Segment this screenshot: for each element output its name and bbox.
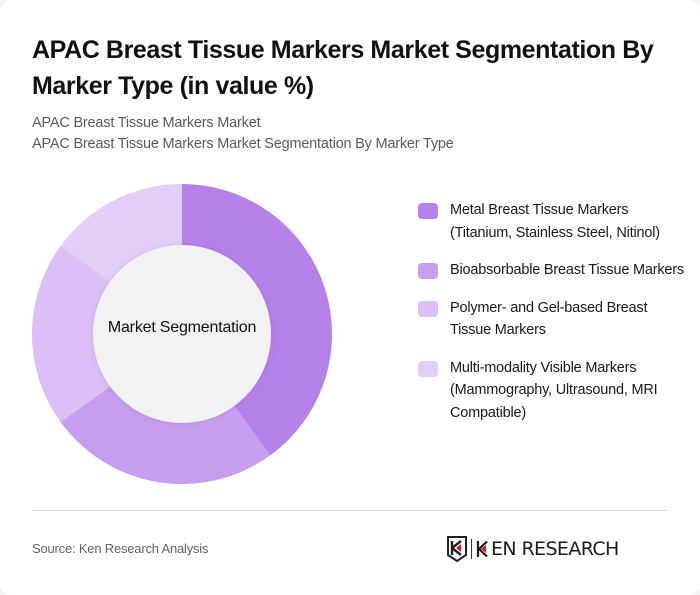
legend-label: Multi-modality Visible Markers (Mammogra… [450,359,658,421]
legend-swatch-icon [418,360,438,377]
chart-subtitle: APAC Breast Tissue Markers Market APAC B… [32,113,672,155]
donut-hole [93,245,271,423]
ken-shield-icon [447,536,467,562]
legend-swatch-icon [418,263,438,279]
legend-item-bioabsorbable: Bioabsorbable Breast Tissue Markers [418,259,688,282]
legend-item-metal: Metal Breast Tissue Markers (Titanium, S… [418,199,688,244]
legend-label: Metal Breast Tissue Markers (Titanium, S… [450,202,660,241]
legend-label: Bioabsorbable Breast Tissue Markers [450,262,684,278]
legend-swatch-icon [418,300,438,317]
logo-separator [471,539,472,559]
donut-svg [31,184,332,484]
ken-k-icon [476,540,488,558]
legend-item-polymer-gel: Polymer- and Gel-based Breast Tissue Mar… [418,297,688,342]
legend-item-multi-modality: Multi-modality Visible Markers (Mammogra… [418,357,688,425]
ken-research-logo: EN RESEARCH [447,535,619,563]
chart-title: APAC Breast Tissue Markers Market Segmen… [32,36,654,100]
chart-legend: Metal Breast Tissue Markers (Titanium, S… [418,199,688,439]
donut-chart: Market Segmentation [30,184,334,486]
center-label: Market Segmentation [107,319,257,336]
source-note: Source: Ken Research Analysis [32,541,209,556]
logo-wordmark: EN RESEARCH [491,538,619,560]
subtitle-segmentation: APAC Breast Tissue Markers Market Segmen… [32,136,454,152]
footer-divider [32,510,667,511]
subtitle-market: APAC Breast Tissue Markers Market [32,115,261,131]
legend-swatch-icon [418,203,438,219]
legend-label: Polymer- and Gel-based Breast Tissue Mar… [450,299,648,339]
